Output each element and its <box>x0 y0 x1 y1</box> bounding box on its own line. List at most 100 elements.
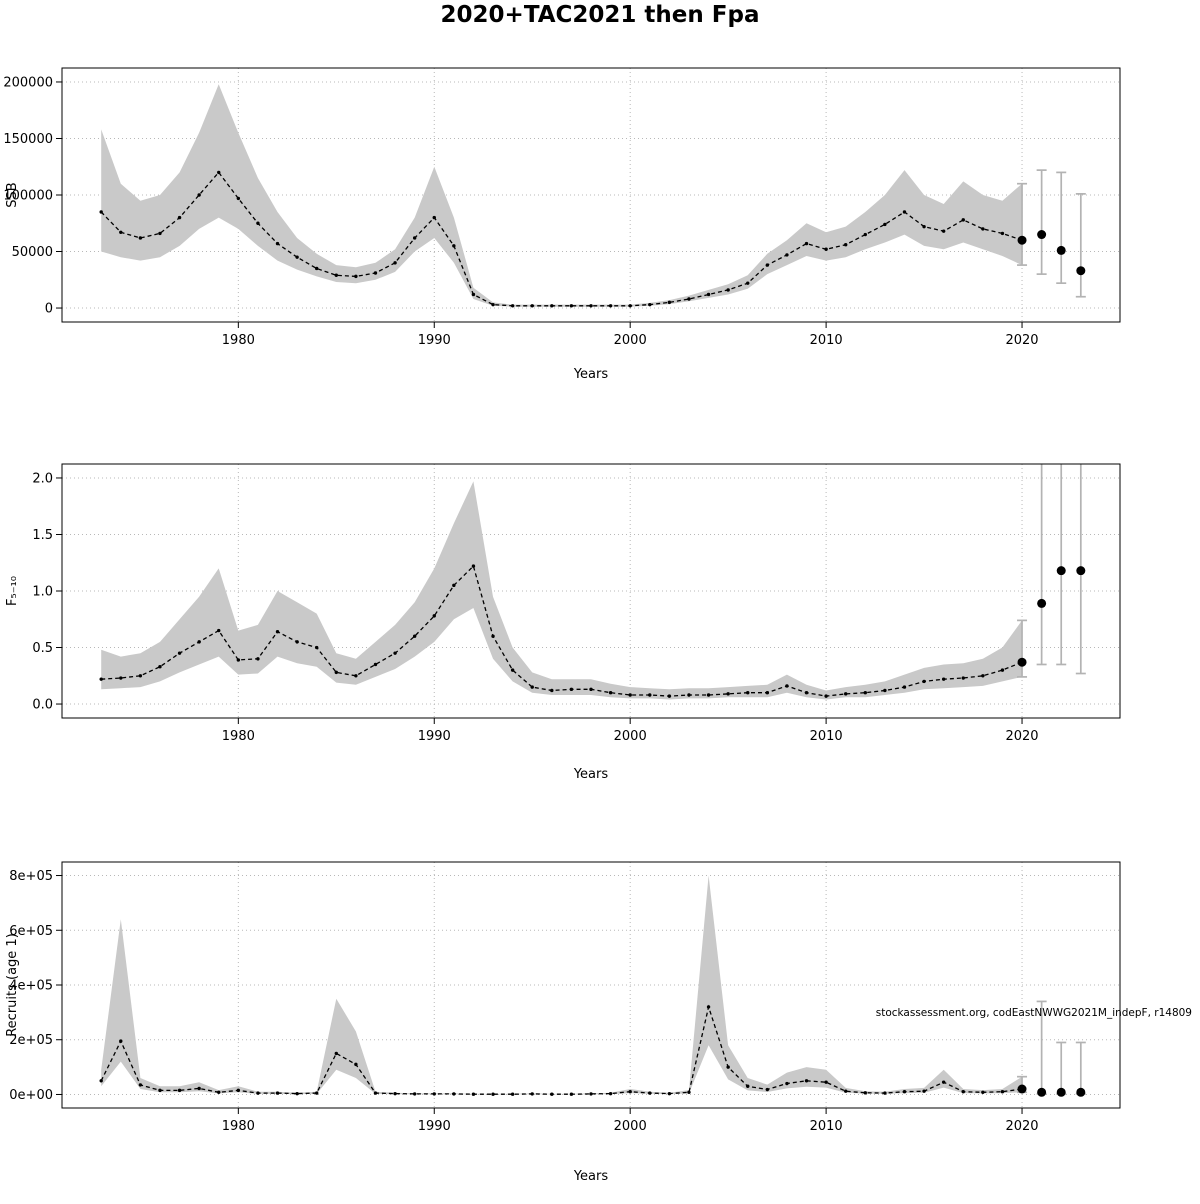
y-tick-label: 100000 <box>3 189 53 204</box>
mean-point <box>197 640 201 644</box>
mean-point <box>608 304 613 308</box>
mean-point <box>432 215 436 220</box>
mean-point <box>510 304 515 308</box>
mean-point <box>119 1039 123 1043</box>
mean-point <box>412 1092 417 1096</box>
mean-point <box>863 691 867 695</box>
mean-point <box>981 1090 985 1094</box>
mean-point <box>726 1065 730 1069</box>
mean-point <box>589 304 593 308</box>
mean-point <box>981 227 985 231</box>
mean-point <box>922 1089 926 1093</box>
mean-point <box>217 170 221 175</box>
error-bar <box>1056 1041 1067 1095</box>
mean-point <box>315 645 319 650</box>
x-tick-label: 2010 <box>810 729 843 744</box>
mean-point <box>844 692 848 696</box>
mean-point <box>726 692 730 696</box>
x-tick-label: 2000 <box>614 729 647 744</box>
mean-point <box>608 691 613 695</box>
y-tick-label: 2.0 <box>32 471 53 486</box>
x-tick-label: 1990 <box>418 1119 451 1134</box>
confidence-band <box>101 875 1022 1095</box>
forecast-point <box>1076 566 1086 576</box>
mean-point <box>667 300 672 305</box>
mean-point <box>863 1091 867 1095</box>
mean-point <box>432 1092 436 1096</box>
panel-0: 1980 1990 2000 2010 2020 0 50000 100000 150000 20… <box>3 67 1121 382</box>
mean-point <box>412 236 417 240</box>
x-tick-label: 2000 <box>614 1119 647 1134</box>
mean-point <box>804 691 809 695</box>
forecast-point <box>1017 1084 1027 1094</box>
mean-point <box>177 215 182 220</box>
mean-point <box>452 1092 456 1096</box>
mean-point <box>452 583 456 588</box>
mean-point <box>393 1091 397 1096</box>
mean-point <box>961 676 965 680</box>
mean-point <box>785 1081 789 1086</box>
mean-point <box>491 1092 495 1096</box>
mean-point <box>706 693 711 697</box>
mean-point <box>412 634 417 638</box>
y-axis-label: F₅₋₁₀ <box>5 576 20 606</box>
mean-line <box>100 1004 1023 1095</box>
error-bar <box>1075 1041 1086 1095</box>
x-tick-label: 2020 <box>1005 1119 1038 1134</box>
x-tick-label: 2020 <box>1005 729 1038 744</box>
error-bar <box>1017 619 1028 678</box>
mean-point <box>550 1092 554 1096</box>
error-bar <box>1036 464 1047 666</box>
mean-point <box>824 1080 828 1084</box>
x-tick-label: 1990 <box>418 333 451 348</box>
mean-point <box>706 292 711 297</box>
mean-point <box>844 243 848 247</box>
mean-point <box>883 688 887 693</box>
mean-point <box>256 657 260 661</box>
mean-point <box>844 1089 848 1093</box>
mean-point <box>99 1079 103 1083</box>
mean-point <box>785 253 789 257</box>
x-tick-label: 1980 <box>222 1119 255 1134</box>
mean-point <box>256 1091 260 1095</box>
mean-point <box>765 691 770 695</box>
mean-point <box>902 685 907 689</box>
mean-point <box>824 247 828 251</box>
mean-point <box>648 302 652 307</box>
mean-point <box>373 271 378 275</box>
mean-point <box>138 1083 143 1087</box>
y-tick-label: 1.0 <box>32 585 53 600</box>
mean-point <box>119 230 123 234</box>
forecast-point <box>1037 598 1047 608</box>
mean-point <box>667 694 672 698</box>
mean-point <box>393 651 397 655</box>
mean-point <box>510 668 515 672</box>
mean-point <box>158 1088 162 1093</box>
mean-point <box>354 674 358 678</box>
mean-point <box>99 677 103 681</box>
x-tick-label: 2010 <box>810 333 843 348</box>
mean-point <box>530 1092 534 1096</box>
mean-point <box>354 1062 358 1067</box>
mean-point <box>550 688 554 693</box>
mean-point <box>236 1088 241 1093</box>
mean-point <box>197 193 201 197</box>
mean-point <box>393 261 397 265</box>
x-tick-label: 1990 <box>418 729 451 744</box>
forecast-point <box>1017 657 1027 667</box>
error-bar <box>1036 169 1047 275</box>
mean-point <box>765 263 770 267</box>
mean-point <box>530 304 534 308</box>
error-bar <box>1056 464 1067 666</box>
mean-line <box>100 171 1023 307</box>
y-axis-label: SSB <box>5 182 20 207</box>
mean-point <box>706 1005 711 1009</box>
x-tick-label: 2020 <box>1005 333 1038 348</box>
chart-title: 2020+TAC2021 then Fpa <box>440 2 760 28</box>
mean-point <box>138 236 143 240</box>
mean-point <box>883 222 887 227</box>
mean-point <box>177 651 182 655</box>
mean-point <box>275 629 280 634</box>
forecast-point <box>1076 1087 1086 1097</box>
